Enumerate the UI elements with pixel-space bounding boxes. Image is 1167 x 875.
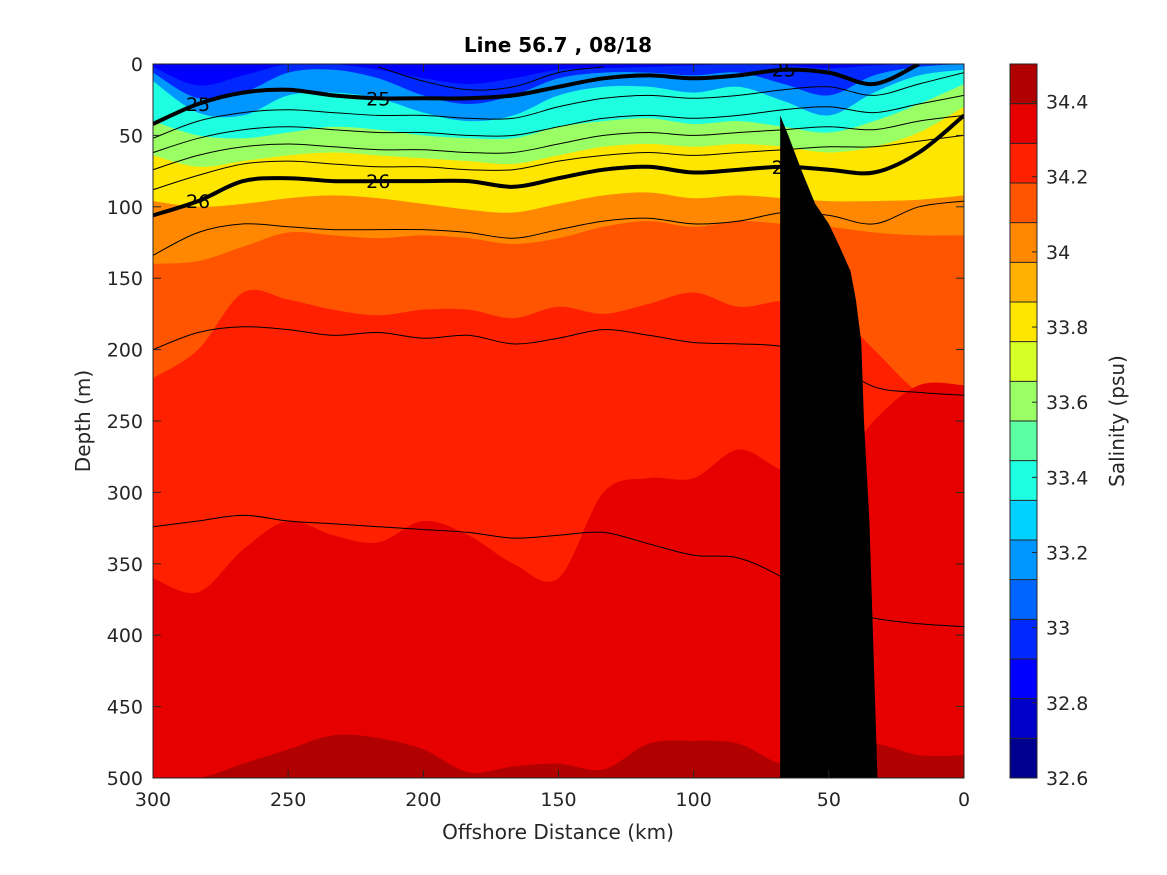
colorbar-swatch bbox=[1010, 738, 1037, 779]
colorbar-swatch bbox=[1010, 659, 1037, 700]
density-contour-label: 25 bbox=[186, 94, 210, 116]
density-contour-label: 25 bbox=[772, 60, 796, 82]
colorbar-swatch bbox=[1010, 64, 1037, 105]
colorbar-tick-label: 34.4 bbox=[1046, 92, 1088, 114]
y-tick-label: 0 bbox=[131, 54, 143, 76]
colorbar-tick-label: 33.6 bbox=[1046, 392, 1088, 414]
colorbar-swatch bbox=[1010, 540, 1037, 581]
y-tick-label: 400 bbox=[107, 625, 143, 647]
x-tick-label: 250 bbox=[270, 789, 306, 811]
x-tick-label: 150 bbox=[540, 789, 576, 811]
density-contour-label: 25 bbox=[366, 88, 390, 110]
density-contour bbox=[153, 200, 964, 256]
colorbar-tick-label: 33 bbox=[1046, 618, 1070, 640]
colorbar-tick-label: 32.8 bbox=[1046, 693, 1088, 715]
colorbar-swatch bbox=[1010, 103, 1037, 144]
y-tick-label: 150 bbox=[107, 268, 143, 290]
colorbar-swatch bbox=[1010, 341, 1037, 382]
colorbar-swatch bbox=[1010, 421, 1037, 462]
seafloor-bathymetry bbox=[780, 115, 878, 778]
colorbar-tick-label: 32.6 bbox=[1046, 768, 1088, 790]
y-tick-label: 200 bbox=[107, 340, 143, 362]
colorbar-swatch bbox=[1010, 460, 1037, 501]
colorbar-frame bbox=[1009, 63, 1038, 779]
colorbar-tick-label: 33.4 bbox=[1046, 467, 1088, 489]
x-tick-label: 0 bbox=[958, 789, 970, 811]
y-axis-label: Depth (m) bbox=[71, 370, 95, 472]
density-contour bbox=[378, 66, 604, 91]
density-contour-label: 26 bbox=[186, 191, 210, 213]
density-contour bbox=[153, 114, 964, 171]
colorbar: 32.6 32.8 33 33.2 33.4 33.6 33.8 34 34.2 34.4 bbox=[1009, 63, 1088, 790]
colorbar-tick-label: 34 bbox=[1046, 242, 1070, 264]
colorbar-swatch bbox=[1010, 381, 1037, 422]
density-contour bbox=[153, 94, 964, 153]
density-contour bbox=[153, 134, 964, 191]
density-contour bbox=[153, 72, 964, 139]
colorbar-swatch bbox=[1010, 143, 1037, 184]
salinity-band bbox=[153, 382, 964, 778]
density-contour bbox=[153, 64, 920, 126]
colorbar-swatch bbox=[1010, 222, 1037, 263]
plot-area: 25 25 25 26 26 26 bbox=[152, 60, 965, 779]
colorbar-tick-label: 34.2 bbox=[1046, 167, 1088, 189]
x-tick-label: 100 bbox=[676, 789, 712, 811]
y-tick-label: 300 bbox=[107, 482, 143, 504]
colorbar-swatch bbox=[1010, 183, 1037, 224]
axes: 300 250 200 150 100 50 00501001502002503003504… bbox=[107, 54, 970, 811]
colorbar-tick-label: 33.2 bbox=[1046, 543, 1088, 565]
y-tick-label: 350 bbox=[107, 554, 143, 576]
y-tick-label: 500 bbox=[107, 768, 143, 790]
colorbar-swatch bbox=[1010, 579, 1037, 620]
colorbar-tick-label: 33.8 bbox=[1046, 317, 1088, 339]
colorbar-swatch bbox=[1010, 500, 1037, 541]
y-tick-label: 250 bbox=[107, 411, 143, 433]
density-contour-label: 26 bbox=[366, 171, 390, 193]
colorbar-swatch bbox=[1010, 262, 1037, 303]
salinity-band bbox=[153, 734, 964, 778]
colorbar-swatch bbox=[1010, 619, 1037, 660]
colorbar-swatch bbox=[1010, 698, 1037, 739]
x-axis-label: Offshore Distance (km) bbox=[442, 820, 674, 844]
colorbar-label: Salinity (psu) bbox=[1105, 355, 1129, 487]
density-contour bbox=[153, 113, 964, 218]
x-tick-label: 300 bbox=[135, 789, 171, 811]
y-tick-label: 50 bbox=[119, 125, 143, 147]
y-tick-label: 100 bbox=[107, 197, 143, 219]
density-contour-label: 26 bbox=[772, 157, 796, 179]
chart-title: Line 56.7 , 08/18 bbox=[464, 33, 652, 57]
x-tick-label: 50 bbox=[817, 789, 841, 811]
y-tick-label: 450 bbox=[107, 697, 143, 719]
x-tick-label: 200 bbox=[405, 789, 441, 811]
colorbar-swatch bbox=[1010, 302, 1037, 343]
